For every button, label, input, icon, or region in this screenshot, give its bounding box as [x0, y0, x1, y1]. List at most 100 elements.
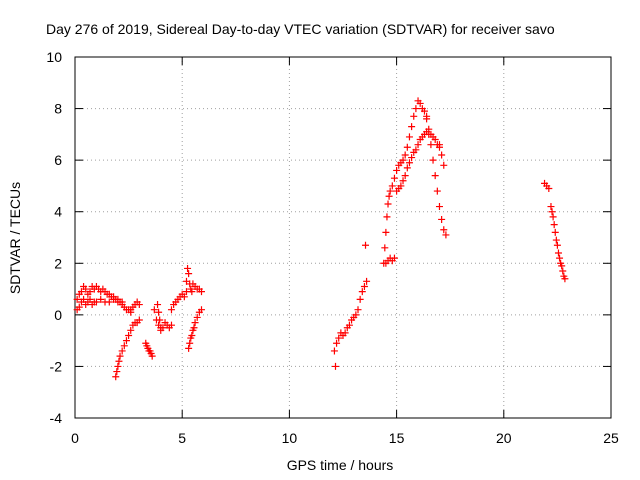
data-point-plus-marker [416, 99, 424, 107]
data-point-plus-marker [431, 136, 439, 144]
data-point-plus-marker [156, 316, 164, 324]
data-point-plus-marker [556, 254, 564, 262]
data-point-plus-marker [150, 306, 158, 314]
data-point-plus-marker [408, 154, 416, 162]
data-point-plus-marker [341, 329, 349, 337]
data-point-plus-marker [438, 151, 446, 159]
data-point-plus-marker [399, 177, 407, 185]
data-point-plus-marker [385, 192, 393, 200]
data-point-plus-marker [115, 357, 123, 365]
data-point-plus-marker [120, 342, 128, 350]
data-point-plus-marker [554, 249, 562, 257]
data-point-plus-marker [193, 313, 201, 321]
data-point-plus-marker [333, 339, 341, 347]
data-point-plus-marker [118, 298, 126, 306]
data-point-plus-marker [429, 156, 437, 164]
data-point-plus-marker [167, 321, 175, 329]
data-point-plus-marker [412, 105, 420, 113]
data-point-plus-marker [551, 228, 559, 236]
x-tick-label: 15 [389, 430, 405, 446]
data-point-plus-marker [561, 275, 569, 283]
data-point-plus-marker [401, 151, 409, 159]
data-point-plus-marker [180, 293, 188, 301]
data-point-plus-marker [112, 373, 120, 381]
data-point-plus-marker [331, 362, 339, 370]
chart-title: Day 276 of 2019, Sidereal Day-to-day VTE… [46, 21, 555, 37]
axis-ticks: 0 5 10 15 20 25 -4 -2 0 2 4 6 8 10 [46, 49, 619, 446]
data-point-plus-marker [148, 352, 156, 360]
data-point-plus-marker [157, 324, 165, 332]
data-point-plus-marker [191, 319, 199, 327]
data-point-plus-marker [408, 123, 416, 131]
data-point-plus-marker [420, 107, 428, 115]
data-point-plus-marker [438, 215, 446, 223]
data-point-plus-marker [86, 288, 94, 296]
data-point-plus-marker [184, 264, 192, 272]
data-point-plus-marker [167, 306, 175, 314]
data-point-plus-marker [75, 303, 83, 311]
data-point-plus-marker [397, 182, 405, 190]
data-point-plus-marker [105, 298, 113, 306]
data-point-plus-marker [127, 326, 135, 334]
x-tick-label: 5 [178, 430, 186, 446]
data-point-plus-marker [440, 226, 448, 234]
y-tick-label: 0 [54, 307, 62, 323]
data-markers [73, 97, 569, 381]
data-point-plus-marker [118, 347, 126, 355]
data-point-plus-marker [386, 187, 394, 195]
data-point-plus-marker [559, 267, 567, 275]
data-point-plus-marker [154, 301, 162, 309]
data-point-plus-marker [414, 141, 422, 149]
data-point-plus-marker [358, 288, 366, 296]
y-tick-label: 8 [54, 101, 62, 117]
data-point-plus-marker [405, 159, 413, 167]
data-point-plus-marker [113, 368, 121, 376]
data-point-plus-marker [403, 143, 411, 151]
data-point-plus-marker [558, 262, 566, 270]
data-point-plus-marker [135, 301, 143, 309]
data-point-plus-marker [423, 115, 431, 123]
data-point-plus-marker [186, 339, 194, 347]
data-point-plus-marker [384, 200, 392, 208]
data-point-plus-marker [352, 311, 360, 319]
data-point-plus-marker [553, 241, 561, 249]
y-tick-label: -2 [50, 358, 63, 374]
data-point-plus-marker [410, 112, 418, 120]
data-point-plus-marker [399, 156, 407, 164]
data-point-plus-marker [122, 337, 130, 345]
data-point-plus-marker [86, 295, 94, 303]
y-axis-label: SDTVAR / TECUs [7, 182, 23, 294]
data-point-plus-marker [381, 244, 389, 252]
data-point-plus-marker [425, 125, 433, 133]
data-point-plus-marker [356, 295, 364, 303]
y-tick-label: 4 [54, 204, 62, 220]
data-point-plus-marker [362, 241, 370, 249]
data-point-plus-marker [82, 285, 90, 293]
data-point-plus-marker [412, 146, 420, 154]
data-point-plus-marker [390, 254, 398, 262]
data-point-plus-marker [435, 203, 443, 211]
data-point-plus-marker [393, 166, 401, 174]
data-point-plus-marker [360, 282, 368, 290]
data-point-plus-marker [382, 228, 390, 236]
x-tick-label: 10 [282, 430, 298, 446]
data-point-plus-marker [550, 221, 558, 229]
data-point-plus-marker [110, 295, 118, 303]
data-point-plus-marker [433, 187, 441, 195]
data-point-plus-marker [190, 324, 198, 332]
data-point-plus-marker [73, 295, 81, 303]
data-point-plus-marker [390, 174, 398, 182]
x-tick-label: 0 [71, 430, 79, 446]
data-point-plus-marker [431, 172, 439, 180]
data-point-plus-marker [185, 344, 193, 352]
data-point-plus-marker [405, 133, 413, 141]
data-point-plus-marker [552, 236, 560, 244]
data-point-plus-marker [135, 316, 143, 324]
data-point-plus-marker [185, 270, 193, 278]
data-point-plus-marker [125, 331, 133, 339]
y-tick-label: 6 [54, 152, 62, 168]
data-point-plus-marker [442, 231, 450, 239]
data-point-plus-marker [92, 298, 100, 306]
data-point-plus-marker [330, 347, 338, 355]
